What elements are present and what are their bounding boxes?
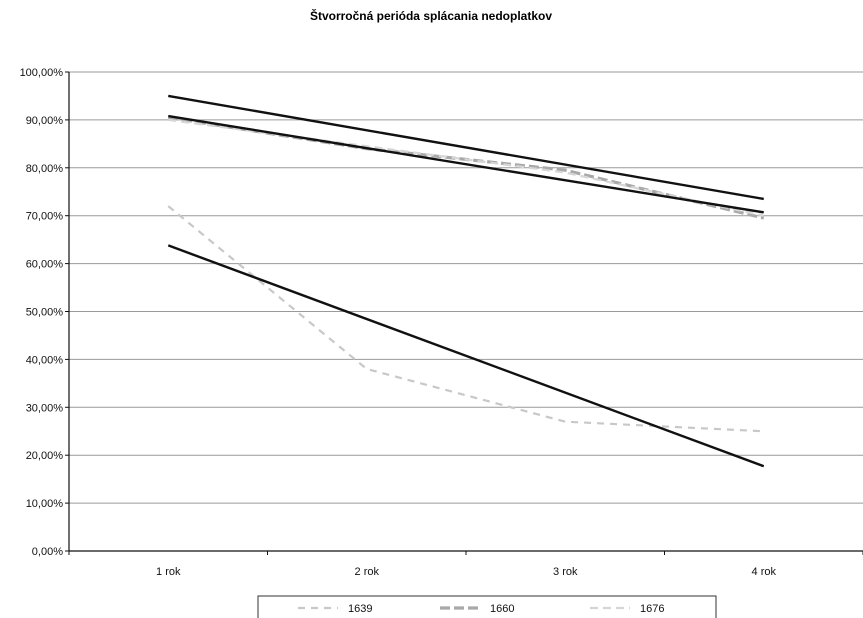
x-axis-ticks: 1 rok 2 rok 3 rok 4 rok: [68, 551, 863, 578]
y-tick-label: 10,00%: [26, 498, 64, 510]
y-tick-label: 80,00%: [26, 163, 64, 175]
gridlines: [69, 71, 863, 504]
y-tick-label: 70,00%: [26, 211, 64, 223]
y-tick-label: 40,00%: [26, 354, 64, 366]
y-tick-label: 60,00%: [26, 259, 64, 271]
legend-box: [257, 595, 717, 618]
legend: 1639 1660 1676: [257, 595, 717, 618]
x-tick-label: 1 rok: [156, 566, 181, 578]
trend-lines: [167, 94, 765, 468]
x-tick-label: 4 rok: [752, 566, 777, 578]
legend-label-1676: 1676: [640, 603, 664, 615]
y-tick-label: 30,00%: [26, 402, 64, 414]
y-tick-label: 20,00%: [26, 450, 64, 462]
trend-line-1: [167, 244, 765, 468]
trend-line-3: [168, 114, 764, 214]
y-axis-ticks: 0,00% 10,00% 20,00% 30,00% 40,00% 50,00% 60,00…: [20, 67, 69, 558]
series-line-1639: [167, 205, 764, 433]
trend-line-2: [168, 94, 764, 201]
y-tick-label: 90,00%: [26, 115, 64, 127]
x-tick-label: 3 rok: [553, 566, 578, 578]
chart-title: Štvorročná perióda splácania nedoplatkov: [310, 8, 552, 23]
x-tick-label: 2 rok: [355, 566, 380, 578]
legend-label-1660: 1660: [490, 603, 514, 615]
series-line-1676: [168, 118, 764, 217]
y-tick-label: 0,00%: [32, 546, 63, 558]
legend-label-1639: 1639: [348, 603, 372, 615]
y-tick-label: 100,00%: [20, 67, 64, 79]
y-tick-label: 50,00%: [26, 307, 64, 319]
